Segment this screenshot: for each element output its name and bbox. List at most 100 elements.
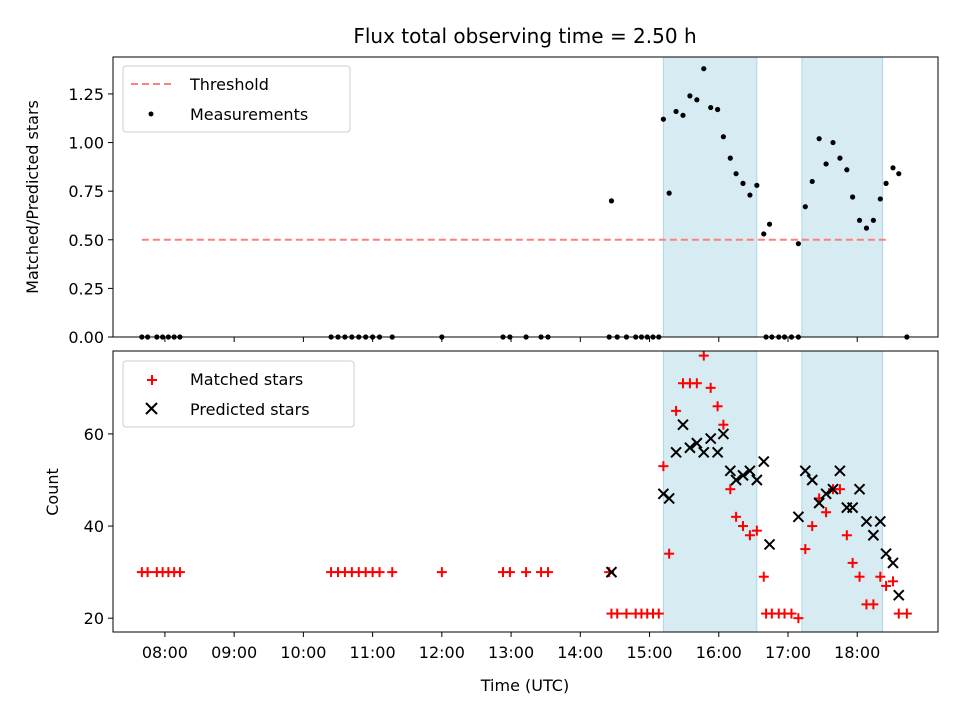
matched-star-point [374,567,385,578]
x-tick-label: 13:00 [488,643,534,662]
predicted-star-point [704,432,717,445]
measurement-point [896,171,902,177]
measurements-legend-label: Measurements [190,105,308,124]
measurement-point [701,66,707,72]
measurement-point [802,204,808,210]
matched-star-point [744,530,755,541]
predicted-star-points [605,418,905,601]
x-tick-label: 16:00 [696,643,742,662]
y-tick-label: 0.00 [68,328,104,347]
matched-star-point [751,525,762,536]
matched-star-point [854,571,865,582]
measurement-point [870,217,876,223]
measurement-point [754,182,760,188]
top-panel: Flux total observing time = 2.50 h 0.000… [23,24,939,347]
predicted-star-point [717,428,730,440]
measurement-point [850,194,856,200]
predicted-star-point [813,497,825,509]
x-tick-label: 09:00 [211,643,257,662]
measurement-point [715,106,721,113]
predicted-star-point [698,446,710,459]
predicted-star-point [806,474,818,486]
matched-star-point [621,608,632,619]
y-tick-label: 1.00 [68,134,104,153]
matched-star-point [698,350,709,361]
measurement-point [660,116,666,122]
x-tick-label: 15:00 [626,643,672,662]
measurement-point [795,241,801,247]
top-y-ticks: 0.00 0.25 0.50 0.75 1.00 1.25 [68,85,113,347]
predicted-star-point [792,511,805,523]
matched-star-point [758,571,769,582]
predicted-star-point [737,469,749,482]
predicted-star-point [724,465,737,477]
predicted-legend-swatch [145,402,158,415]
predicted-star-point [887,557,899,569]
measurement-point [766,221,773,227]
matched-star-point [888,576,898,587]
bottom-x-ticks: 08:00 09:00 10:00 11:00 12:00 13:00 14:00 15:00… [142,632,880,662]
matched-star-point [691,378,702,389]
measurement-point [727,155,733,161]
matched-star-points [136,350,912,624]
threshold-legend-label: Threshold [189,75,269,94]
measurement-point [816,136,822,142]
matched-star-point [671,405,682,416]
top-x-ticks [164,337,858,342]
y-tick-label: 0.75 [68,182,104,201]
predicted-star-point [834,465,846,477]
measurement-point [837,155,843,161]
x-tick-label: 10:00 [280,643,326,662]
predicted-star-point [691,437,703,449]
predicted-star-point [684,442,696,454]
measurement-point [844,167,850,173]
y-tick-label: 20 [84,609,104,628]
bottom-shaded-intervals [662,350,884,633]
y-tick-label: 0.50 [68,231,104,250]
matched-star-point [653,608,664,619]
bottom-axes-frame [112,350,939,633]
x-tick-label: 17:00 [765,643,811,662]
predicted-star-point [711,446,724,459]
top-legend: Threshold Measurements [122,65,351,133]
measurement-point [608,198,615,204]
matched-star-point [834,484,845,495]
measurement-point [680,112,686,118]
measurement-point [694,97,700,103]
matched-star-point [174,567,185,578]
measurement-point [747,192,753,198]
y-tick-label: 40 [84,517,104,536]
matched-star-point [868,599,879,610]
bottom-legend: Matched stars Predicted stars [122,360,355,428]
measurement-point [809,178,815,185]
matched-star-point [786,608,797,619]
predicted-star-point [605,566,618,578]
matched-star-point [664,548,675,559]
predicted-star-point [744,465,756,477]
matched-star-point [881,580,892,591]
predicted-star-point [860,515,873,528]
x-tick-label: 12:00 [419,643,465,662]
measurement-point [856,217,863,223]
measurement-point [733,171,739,177]
matched-star-point [658,461,669,472]
bottom-panel: 20 40 60 08:00 09:00 10:00 11:00 12:00 13:00 14:… [43,350,939,695]
predicted-star-point [827,483,839,495]
shaded-interval [662,56,758,338]
matched-star-point [612,608,623,619]
measurement-point [883,180,889,186]
measurement-point [890,165,896,171]
matched-star-point [718,419,729,430]
matched-star-point [847,557,858,568]
matched-star-point [712,401,723,412]
top-legend-box [122,65,351,133]
top-y-axis-label: Matched/Predicted stars [23,100,42,294]
measurements-legend-swatch [148,111,154,117]
predicted-star-point [820,488,832,500]
predicted-star-point [867,529,880,541]
x-tick-label: 11:00 [350,643,396,662]
matched-star-point [504,567,515,578]
matched-star-point [725,484,736,495]
matched-star-point [875,571,886,582]
